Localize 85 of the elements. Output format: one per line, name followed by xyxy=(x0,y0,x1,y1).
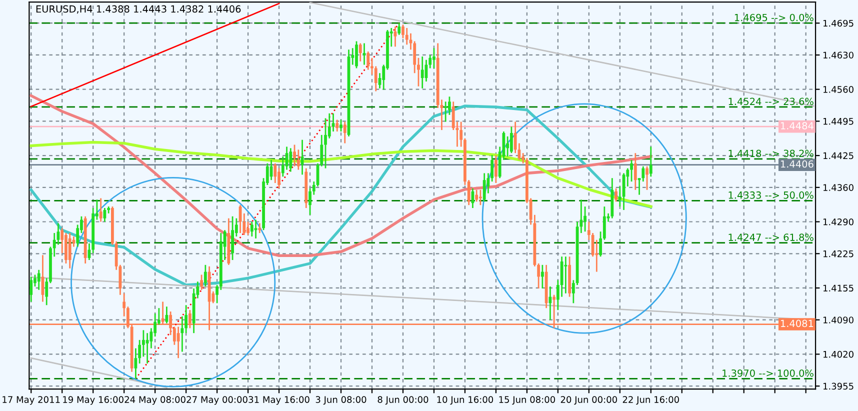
ref-line-label: 1.4081 xyxy=(781,320,814,328)
candlestick xyxy=(560,256,564,298)
y-tick-label: 1.4560 xyxy=(823,86,854,93)
candlestick xyxy=(444,100,448,122)
y-tick-label: 1.4090 xyxy=(823,316,854,324)
candlestick xyxy=(231,216,234,261)
y-tick-label: 1.4155 xyxy=(823,284,854,292)
candlestick xyxy=(630,159,633,182)
x-tick-label: 24 May 08:00 xyxy=(124,396,186,405)
candlestick xyxy=(358,42,362,62)
candlestick xyxy=(296,148,300,170)
y-tick-label: 1.4630 xyxy=(823,52,854,59)
candlestick xyxy=(475,189,478,202)
x-tick-label: 8 Jun 00:00 xyxy=(378,396,428,405)
candlestick xyxy=(366,50,370,70)
ref-line-label: 1.4247 --> 61.8% xyxy=(728,234,814,241)
x-tick-label: 27 May 00:00 xyxy=(186,396,248,405)
y-tick-label: 1.4225 xyxy=(823,250,854,258)
candlestick xyxy=(258,222,262,234)
candlestick xyxy=(420,56,424,90)
x-tick-label: 20 Jun 00:00 xyxy=(560,396,617,405)
candlestick xyxy=(246,221,250,236)
candlestick xyxy=(30,276,33,302)
candlestick xyxy=(165,306,168,324)
candlestick xyxy=(374,66,378,92)
candlestick xyxy=(289,147,292,172)
candlestick xyxy=(180,316,184,352)
candlestick xyxy=(99,198,102,222)
candlestick xyxy=(510,126,513,154)
y-tick-label: 1.4290 xyxy=(823,218,854,226)
x-tick-label: 22 Jun 16:00 xyxy=(622,396,679,405)
candlestick xyxy=(649,146,652,178)
candlestick xyxy=(506,136,510,158)
y-tick-label: 1.4020 xyxy=(823,350,854,358)
x-tick-label: 10 Jun 16:00 xyxy=(437,396,494,405)
candlestick xyxy=(432,47,436,69)
chart-title: EURUSD,H4 1.4388 1.4443 1.4382 1.4406 xyxy=(36,5,241,14)
candlestick xyxy=(204,264,207,288)
x-tick-label: 19 May 16:00 xyxy=(63,396,124,405)
ref-line-label: 1.4524 --> 23.6% xyxy=(728,98,814,106)
candlestick xyxy=(642,166,645,182)
candlestick xyxy=(324,118,327,169)
x-tick-label: 31 May 16:00 xyxy=(248,396,310,405)
y-tick-label: 1.4695 xyxy=(823,20,854,27)
candlestick xyxy=(293,144,296,168)
y-tick-label: 1.4360 xyxy=(823,184,854,191)
candlestick xyxy=(336,119,339,132)
candlestick xyxy=(343,121,346,144)
candlestick xyxy=(548,286,552,321)
candlestick xyxy=(68,232,72,270)
ref-line-label: 1.4418 --> 38.2% xyxy=(728,150,814,158)
line-series xyxy=(30,94,652,257)
candlestick xyxy=(274,162,277,184)
candlestick xyxy=(614,188,618,202)
candlestick xyxy=(340,119,342,132)
candlestick xyxy=(355,40,358,69)
ref-line-label: 1.4484 xyxy=(781,122,814,130)
candlestick xyxy=(398,22,401,36)
x-tick-label: 15 Jun 08:00 xyxy=(499,396,556,405)
candlestick xyxy=(595,239,598,272)
candlestick xyxy=(494,154,498,184)
candlestick xyxy=(479,189,482,206)
ref-line-label: 1.3970 --> 100.0% xyxy=(722,369,814,377)
y-tick-label: 1.3955 xyxy=(823,382,854,390)
candlestick xyxy=(37,269,40,291)
candlestick xyxy=(146,332,149,364)
candlestick xyxy=(646,166,648,191)
candlestick xyxy=(564,256,568,294)
line-series xyxy=(30,140,652,208)
candlestick xyxy=(540,264,544,290)
ref-line-label: 1.4695 --> 0.0% xyxy=(734,14,814,22)
candlestick xyxy=(278,168,280,190)
y-tick-label: 1.4425 xyxy=(823,152,854,160)
x-tick-label: 17 May 2011 xyxy=(2,396,60,405)
ref-line-label: 1.4406 xyxy=(781,160,814,168)
candlestick xyxy=(134,348,138,380)
candlestick xyxy=(482,172,486,202)
candlestick xyxy=(405,27,408,46)
y-tick-label: 1.4495 xyxy=(823,118,854,125)
candlestick xyxy=(250,221,254,238)
ref-line-label: 1.4333 --> 50.0% xyxy=(728,191,814,199)
candlestick xyxy=(76,224,80,248)
candlestick xyxy=(200,274,204,291)
x-tick-label: 3 Jun 08:00 xyxy=(316,396,366,405)
candlestick xyxy=(634,152,637,191)
